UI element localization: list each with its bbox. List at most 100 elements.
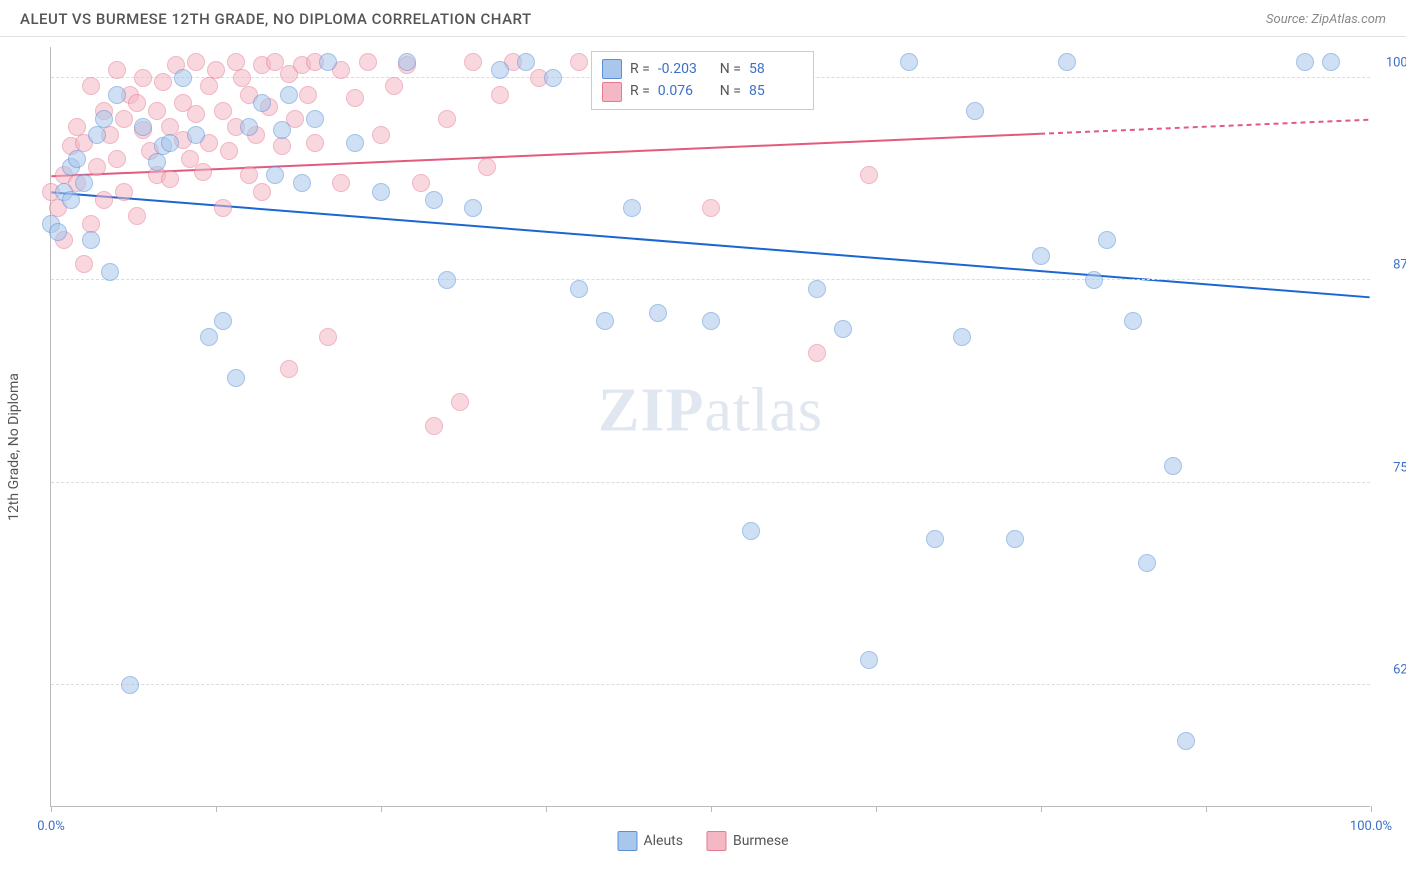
y-tick-label: 100.0% bbox=[1386, 56, 1406, 71]
data-point bbox=[266, 166, 284, 184]
series-legend: Aleuts Burmese bbox=[617, 831, 788, 851]
n-value-burmese: 85 bbox=[749, 80, 803, 102]
data-point bbox=[68, 150, 86, 168]
data-point bbox=[280, 86, 298, 104]
data-point bbox=[900, 53, 918, 71]
data-point bbox=[187, 105, 205, 123]
legend-swatch-burmese bbox=[602, 82, 622, 102]
data-point bbox=[75, 255, 93, 273]
data-point bbox=[148, 102, 166, 120]
data-point bbox=[412, 174, 430, 192]
data-point bbox=[134, 69, 152, 87]
data-point bbox=[451, 393, 469, 411]
x-tick bbox=[1371, 806, 1372, 812]
x-tick-label: 0.0% bbox=[37, 819, 65, 834]
data-point bbox=[1098, 231, 1116, 249]
data-point bbox=[372, 183, 390, 201]
data-point bbox=[1177, 732, 1195, 750]
y-tick-label: 87.5% bbox=[1393, 258, 1406, 273]
data-point bbox=[82, 231, 100, 249]
data-point bbox=[128, 207, 146, 225]
legend-swatch-aleuts bbox=[617, 831, 637, 851]
data-point bbox=[227, 369, 245, 387]
data-point bbox=[398, 53, 416, 71]
watermark-zip: ZIP bbox=[598, 377, 704, 445]
n-label: N = bbox=[720, 80, 741, 102]
data-point bbox=[187, 126, 205, 144]
data-point bbox=[570, 280, 588, 298]
r-value-burmese: 0.076 bbox=[658, 80, 712, 102]
data-point bbox=[207, 61, 225, 79]
data-point bbox=[359, 53, 377, 71]
data-point bbox=[161, 170, 179, 188]
trend-lines bbox=[51, 47, 1370, 806]
correlation-legend: R = -0.203 N = 58 R = 0.076 N = 85 bbox=[591, 51, 814, 110]
x-tick bbox=[216, 806, 217, 812]
data-point bbox=[1296, 53, 1314, 71]
gridline bbox=[51, 684, 1370, 685]
data-point bbox=[623, 199, 641, 217]
data-point bbox=[62, 191, 80, 209]
data-point bbox=[438, 110, 456, 128]
x-tick-label: 100.0% bbox=[1350, 819, 1392, 834]
data-point bbox=[148, 153, 166, 171]
legend-label-aleuts: Aleuts bbox=[643, 833, 682, 849]
x-tick bbox=[1041, 806, 1042, 812]
data-point bbox=[464, 199, 482, 217]
data-point bbox=[194, 163, 212, 181]
gridline bbox=[51, 482, 1370, 483]
data-point bbox=[95, 110, 113, 128]
data-point bbox=[214, 199, 232, 217]
data-point bbox=[214, 102, 232, 120]
data-point bbox=[214, 312, 232, 330]
data-point bbox=[425, 191, 443, 209]
data-point bbox=[834, 320, 852, 338]
x-tick bbox=[1206, 806, 1207, 812]
legend-swatch-aleuts bbox=[602, 59, 622, 79]
data-point bbox=[280, 360, 298, 378]
r-label: R = bbox=[630, 80, 650, 102]
data-point bbox=[95, 191, 113, 209]
chart-area: 12th Grade, No Diploma ZIPatlas R = -0.2… bbox=[0, 37, 1406, 857]
data-point bbox=[464, 53, 482, 71]
n-value-aleuts: 58 bbox=[749, 58, 803, 80]
data-point bbox=[742, 522, 760, 540]
legend-row-aleuts: R = -0.203 N = 58 bbox=[602, 58, 803, 80]
chart-header: ALEUT VS BURMESE 12TH GRADE, NO DIPLOMA … bbox=[0, 0, 1406, 37]
data-point bbox=[596, 312, 614, 330]
chart-source: Source: ZipAtlas.com bbox=[1266, 12, 1386, 27]
legend-swatch-burmese bbox=[707, 831, 727, 851]
data-point bbox=[1164, 457, 1182, 475]
data-point bbox=[108, 150, 126, 168]
n-label: N = bbox=[720, 58, 741, 80]
data-point bbox=[200, 328, 218, 346]
y-tick-label: 62.5% bbox=[1393, 662, 1406, 677]
data-point bbox=[425, 417, 443, 435]
data-point bbox=[1124, 312, 1142, 330]
data-point bbox=[174, 69, 192, 87]
data-point bbox=[253, 183, 271, 201]
data-point bbox=[75, 174, 93, 192]
data-point bbox=[273, 137, 291, 155]
data-point bbox=[128, 94, 146, 112]
data-point bbox=[319, 328, 337, 346]
watermark: ZIPatlas bbox=[598, 376, 823, 447]
x-tick bbox=[876, 806, 877, 812]
data-point bbox=[154, 73, 172, 91]
data-point bbox=[385, 77, 403, 95]
data-point bbox=[570, 53, 588, 71]
data-point bbox=[108, 86, 126, 104]
data-point bbox=[108, 61, 126, 79]
data-point bbox=[1322, 53, 1340, 71]
data-point bbox=[299, 86, 317, 104]
y-tick-label: 75.0% bbox=[1393, 460, 1406, 475]
data-point bbox=[121, 676, 139, 694]
legend-item-aleuts: Aleuts bbox=[617, 831, 682, 851]
data-point bbox=[306, 110, 324, 128]
legend-item-burmese: Burmese bbox=[707, 831, 789, 851]
legend-row-burmese: R = 0.076 N = 85 bbox=[602, 80, 803, 102]
data-point bbox=[544, 69, 562, 87]
data-point bbox=[346, 89, 364, 107]
scatter-plot: ZIPatlas R = -0.203 N = 58 R = 0.076 N =… bbox=[50, 47, 1370, 807]
data-point bbox=[220, 142, 238, 160]
